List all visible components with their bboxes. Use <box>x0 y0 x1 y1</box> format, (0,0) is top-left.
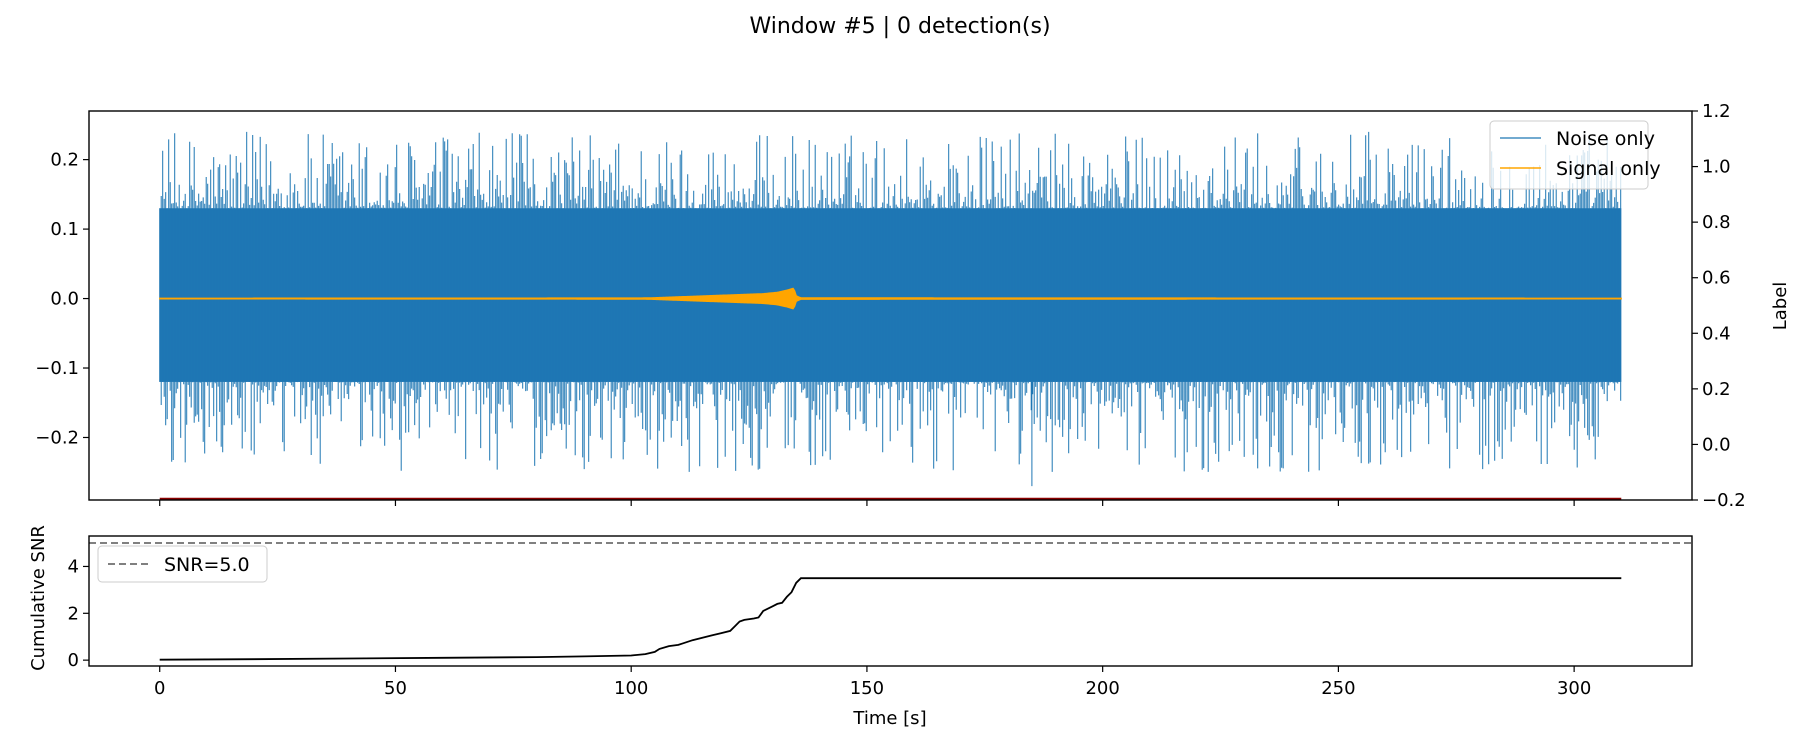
x-axis-label: Time [s] <box>852 708 926 729</box>
top-plot-area <box>159 131 1622 500</box>
bottom-x-ticks: 0 50 100 150 200 250 300 <box>154 666 1591 699</box>
top-y2-tick-label: 1.0 <box>1702 157 1731 178</box>
top-y2-tick-label: 0.8 <box>1702 212 1731 233</box>
y-axis-label: Cumulative SNR <box>28 525 49 671</box>
top-y-tick-label: 0.1 <box>50 219 79 240</box>
top-y-tick-label: 0.0 <box>50 289 79 310</box>
legend-signal-label: Signal only <box>1556 158 1661 180</box>
bottom-y-ticks: 0 2 4 <box>68 556 89 671</box>
top-y-tick-label: −0.1 <box>35 358 79 379</box>
top-y2-tick-label: 1.2 <box>1702 101 1731 122</box>
bottom-y-tick-label: 0 <box>68 650 79 671</box>
bottom-x-tick-label: 50 <box>384 678 407 699</box>
bottom-panel: 0 50 100 150 200 250 300 0 2 4 Time [s] Cumulati… <box>28 525 1693 729</box>
bottom-y-tick-label: 2 <box>68 603 79 624</box>
top-y2-tick-label: 0.4 <box>1702 323 1731 344</box>
signal-series <box>159 287 1622 310</box>
top-y-ticks: −0.2 −0.1 0.0 0.1 0.2 <box>35 150 89 448</box>
top-y2-tick-label: −0.2 <box>1702 490 1746 511</box>
cumulative-snr-line <box>159 577 1622 661</box>
bottom-legend-box <box>97 545 268 583</box>
legend-noise-label: Noise only <box>1556 128 1655 150</box>
bottom-axes-frame <box>88 535 1693 667</box>
y2-axis-label: Label <box>1770 282 1791 331</box>
figure-title: Window #5 | 0 detection(s) <box>749 14 1050 39</box>
top-axes-frame <box>88 110 1693 501</box>
legend-threshold-label: SNR=5.0 <box>164 554 250 576</box>
bottom-y-tick-label: 4 <box>68 556 79 577</box>
top-legend: Noise only Signal only <box>1489 120 1661 190</box>
top-y-tick-label: 0.2 <box>50 150 79 171</box>
bottom-x-tick-label: 100 <box>614 678 648 699</box>
top-panel: −0.2 −0.1 0.0 0.1 0.2 −0.2 0.0 0.2 0.4 0.6 0.8 1.0… <box>35 101 1791 511</box>
bottom-x-tick-label: 250 <box>1321 678 1355 699</box>
top-y2-ticks: −0.2 0.0 0.2 0.4 0.6 0.8 1.0 1.2 <box>1692 101 1746 511</box>
bottom-legend: SNR=5.0 <box>97 545 268 583</box>
top-y2-tick-label: 0.0 <box>1702 434 1731 455</box>
top-y2-tick-label: 0.2 <box>1702 379 1731 400</box>
bottom-x-tick-label: 200 <box>1085 678 1119 699</box>
bottom-x-tick-label: 0 <box>154 678 165 699</box>
top-x-ticks <box>159 500 1575 506</box>
bottom-plot-area <box>89 542 1692 661</box>
noise-series-spikes <box>159 131 1622 487</box>
top-y-tick-label: −0.2 <box>35 427 79 448</box>
bottom-x-tick-label: 300 <box>1557 678 1591 699</box>
bottom-x-tick-label: 150 <box>850 678 884 699</box>
top-y2-tick-label: 0.6 <box>1702 268 1731 289</box>
